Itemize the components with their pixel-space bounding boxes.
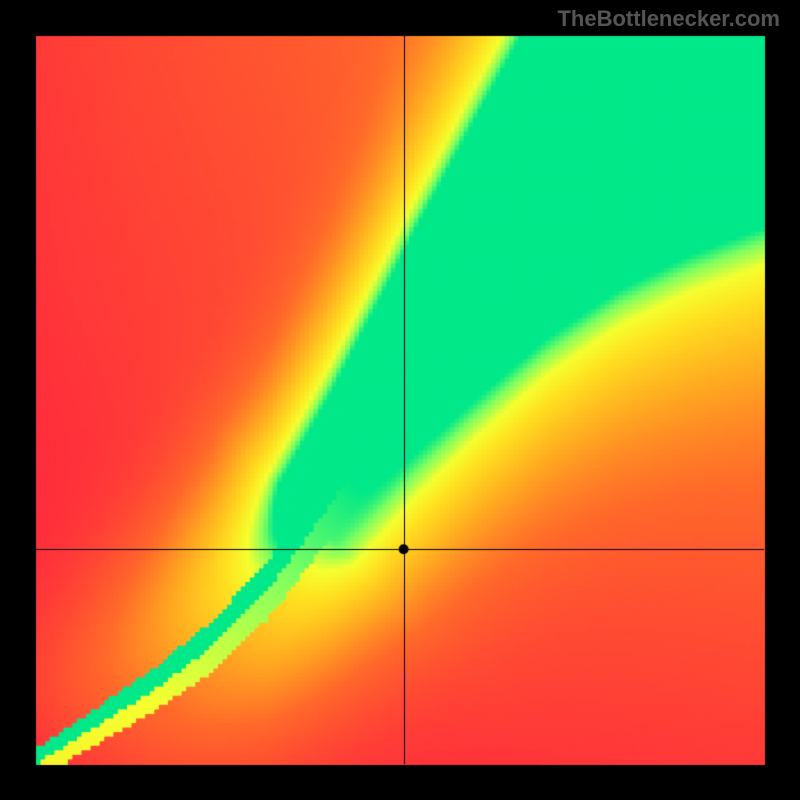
watermark-text: TheBottlenecker.com: [557, 6, 780, 32]
heatmap-canvas: [0, 0, 800, 800]
chart-container: TheBottlenecker.com: [0, 0, 800, 800]
